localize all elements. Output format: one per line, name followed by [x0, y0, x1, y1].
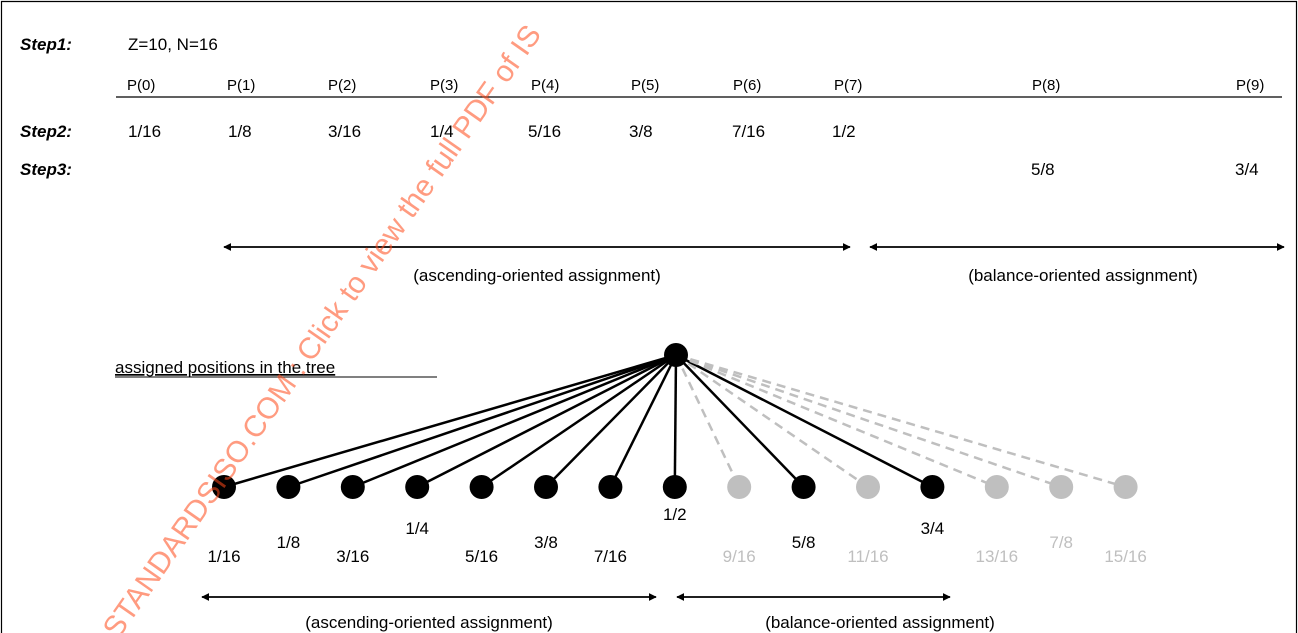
tree-edge — [675, 353, 869, 489]
step2-value: 1/4 — [430, 122, 454, 141]
unassigned-leaf-node — [1113, 475, 1138, 499]
leaf-label: 9/16 — [723, 547, 756, 566]
header-p6: P(6) — [733, 77, 761, 94]
assigned-leaf-node — [212, 475, 236, 499]
unassigned-leaf-node — [856, 475, 880, 499]
assigned-leaf-node — [598, 475, 623, 499]
leaf-label: 1/16 — [207, 547, 240, 566]
leaf-label: 11/16 — [847, 547, 888, 566]
leaf-label: 1/4 — [405, 519, 429, 538]
watermark: STANDARDSISO.COM : Click to view the ful… — [97, 19, 548, 633]
step3-label: Step3: — [20, 160, 72, 179]
tree-edge — [675, 353, 998, 489]
bottom-balance-label: (balance-oriented assignment) — [765, 613, 995, 632]
step2-label: Step2: — [20, 122, 72, 141]
tree-edge — [545, 354, 677, 488]
leaf-label: 13/16 — [976, 547, 1019, 566]
unassigned-leaf-node — [1049, 475, 1074, 499]
leaf-label: 5/8 — [792, 533, 816, 552]
tree-edge — [675, 353, 933, 489]
assigned-leaf-node — [340, 475, 365, 499]
step3-value: 5/8 — [1031, 160, 1055, 179]
tree-edge — [609, 354, 678, 488]
leaf-label: 3/4 — [921, 519, 945, 538]
root-node — [664, 343, 688, 367]
tree-labels: 1/16 1/8 3/16 1/4 5/16 3/8 7/16 1/2 9/16 5/8 11/16… — [207, 505, 1146, 566]
tree-edge — [674, 354, 741, 488]
leaf-label: 7/8 — [1049, 533, 1073, 552]
assigned-leaf-node — [469, 475, 494, 499]
leaf-label: 7/16 — [594, 547, 627, 566]
leaf-label: 15/16 — [1104, 547, 1147, 566]
header-p2: P(2) — [328, 77, 356, 94]
step3-values: 5/8 3/4 — [1031, 160, 1259, 179]
step2-value: 3/16 — [328, 122, 361, 141]
step2-value: 1/16 — [128, 122, 161, 141]
header-p3: P(3) — [430, 77, 458, 94]
assigned-leaf-node — [405, 475, 430, 499]
step2-values: 1/16 1/8 3/16 1/4 5/16 3/8 7/16 1/2 — [128, 122, 856, 141]
tree-edge — [287, 353, 677, 489]
header-p4: P(4) — [531, 77, 559, 94]
step2-value: 1/2 — [832, 122, 856, 141]
leaf-label: 1/8 — [277, 533, 301, 552]
step2-value: 7/16 — [732, 122, 765, 141]
leaf-label: 3/8 — [534, 533, 558, 552]
header-p0: P(0) — [127, 77, 155, 94]
leaf-label: 5/16 — [465, 547, 498, 566]
tree-edge — [223, 353, 677, 489]
tree-edge — [673, 354, 678, 488]
tree-edge — [675, 353, 1126, 489]
header-p5: P(5) — [631, 77, 659, 94]
tree-edge — [675, 353, 1062, 489]
leaf-label: 3/16 — [336, 547, 369, 566]
step1-params: Z=10, N=16 — [128, 35, 218, 54]
tree-nodes — [212, 343, 1138, 499]
header-p1: P(1) — [227, 77, 255, 94]
assigned-leaf-node — [534, 475, 558, 499]
bottom-ascending-label: (ascending-oriented assignment) — [305, 613, 553, 632]
header-p7: P(7) — [834, 77, 862, 94]
top-balance-label: (balance-oriented assignment) — [968, 266, 1198, 285]
step2-value: 3/8 — [629, 122, 653, 141]
tree-edges — [223, 353, 1126, 489]
tree-edge — [416, 353, 677, 489]
header-row: P(0) P(1) P(2) P(3) P(4) P(5) P(6) P(7) … — [116, 77, 1282, 98]
assigned-leaf-node — [791, 475, 816, 499]
unassigned-leaf-node — [984, 475, 1009, 499]
step3-value: 3/4 — [1235, 160, 1259, 179]
tree-title: assigned positions in the tree — [115, 358, 335, 377]
step2-value: 5/16 — [528, 122, 561, 141]
assigned-leaf-node — [662, 475, 687, 499]
header-p8: P(8) — [1032, 77, 1060, 94]
tree-edge — [480, 353, 677, 489]
tree-edge — [675, 354, 805, 488]
step1-label: Step1: — [20, 35, 72, 54]
header-p9: P(9) — [1236, 77, 1264, 94]
assigned-leaf-node — [276, 475, 301, 499]
top-ascending-label: (ascending-oriented assignment) — [413, 266, 661, 285]
leaf-label: 1/2 — [663, 505, 687, 524]
unassigned-leaf-node — [727, 475, 752, 499]
tree-edge — [352, 353, 677, 489]
assigned-leaf-node — [920, 475, 945, 499]
step2-value: 1/8 — [228, 122, 252, 141]
